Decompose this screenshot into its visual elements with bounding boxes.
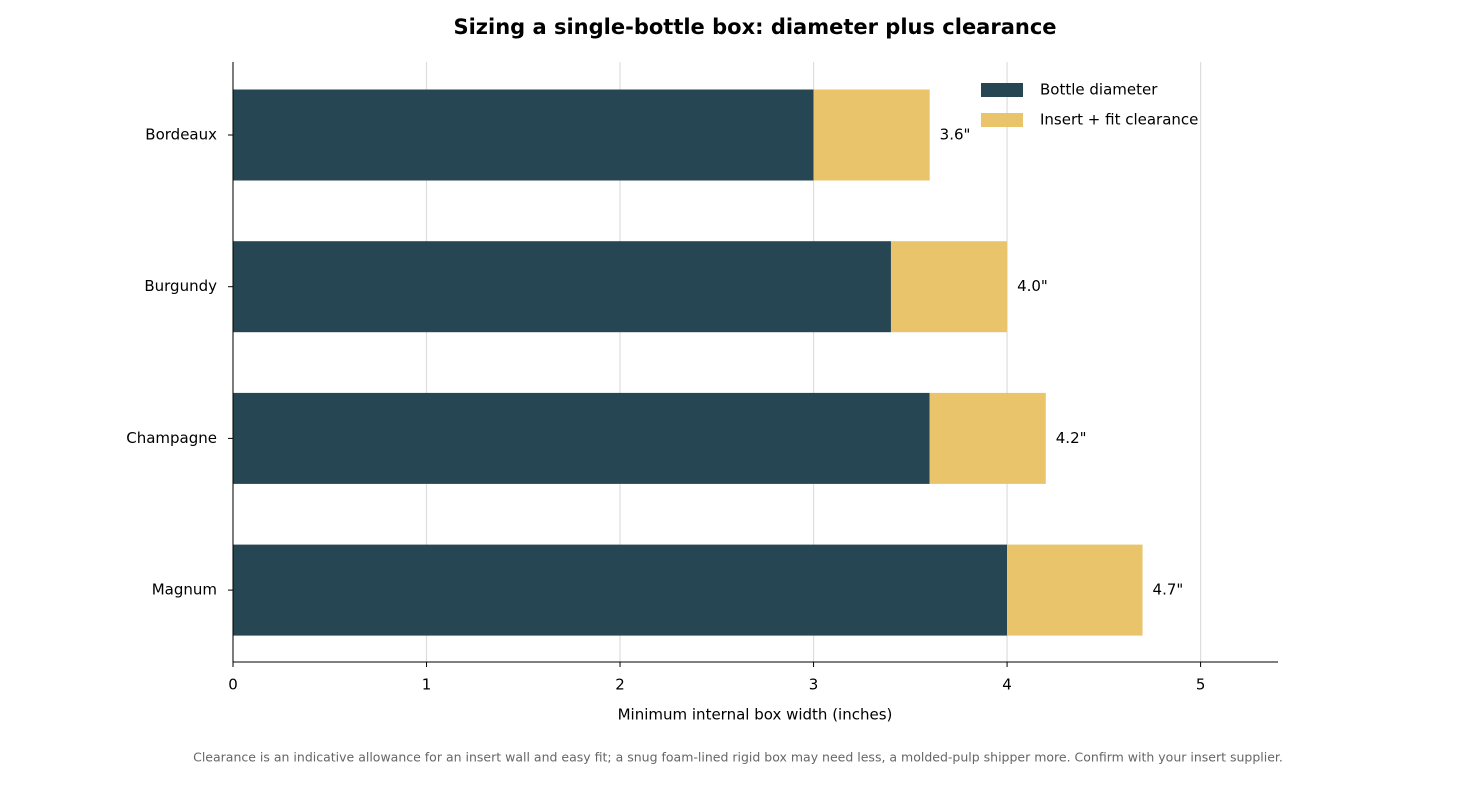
x-tick-label: 2 <box>615 676 625 694</box>
x-tick-label: 4 <box>1002 676 1012 694</box>
bar <box>233 392 930 484</box>
x-axis-label: Minimum internal box width (inches) <box>618 706 893 724</box>
total-label: 4.0" <box>1017 277 1048 295</box>
total-label: 4.7" <box>1153 581 1184 599</box>
legend-swatch <box>981 113 1023 127</box>
legend-label: Bottle diameter <box>1040 81 1158 99</box>
chart-title: Sizing a single-bottle box: diameter plu… <box>453 15 1056 39</box>
total-label: 3.6" <box>940 126 971 144</box>
bar <box>1007 544 1143 636</box>
x-tick-label: 5 <box>1196 676 1206 694</box>
y-tick-label: Burgundy <box>144 277 217 295</box>
bar <box>929 392 1046 484</box>
x-tick-label: 1 <box>422 676 432 694</box>
footnote: Clearance is an indicative allowance for… <box>193 750 1283 765</box>
bar <box>813 89 930 181</box>
y-tick-label: Bordeaux <box>145 126 217 144</box>
y-tick-label: Champagne <box>126 429 217 447</box>
bar <box>233 89 814 181</box>
x-tick-label: 3 <box>809 676 819 694</box>
bar <box>233 544 1008 636</box>
x-tick-label: 0 <box>228 676 238 694</box>
bar <box>890 241 1008 333</box>
total-label: 4.2" <box>1056 429 1087 447</box>
legend-swatch <box>981 83 1023 97</box>
legend-label: Insert + fit clearance <box>1040 111 1198 129</box>
bar <box>233 241 891 333</box>
y-tick-label: Magnum <box>152 581 217 599</box>
